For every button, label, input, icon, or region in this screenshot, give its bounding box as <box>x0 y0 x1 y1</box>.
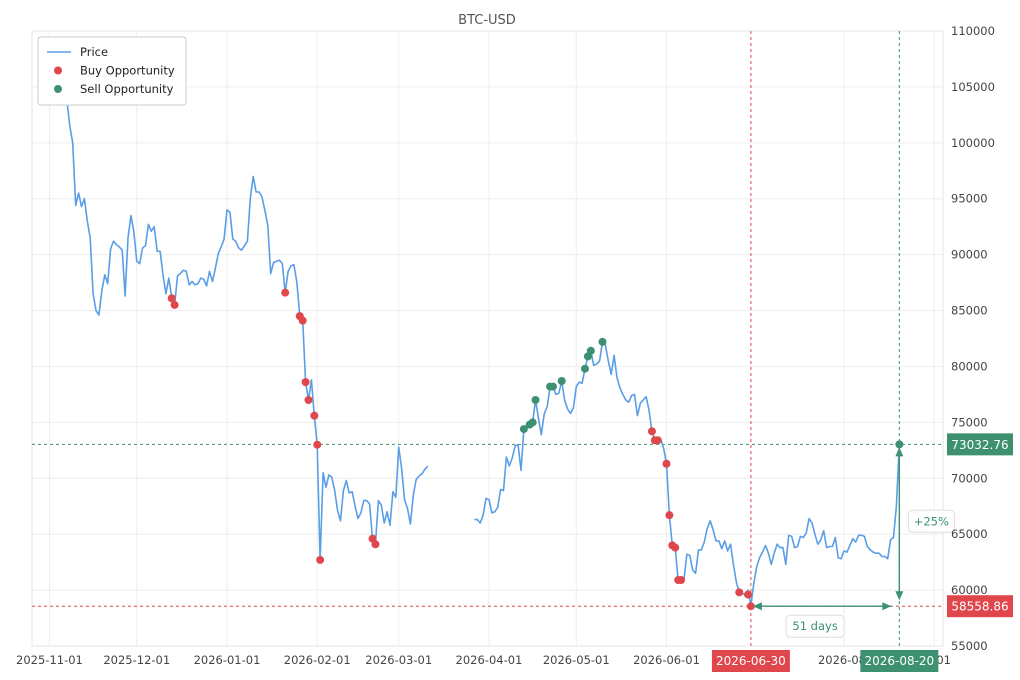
y-tick-label: 80000 <box>951 359 988 373</box>
buy-marker <box>677 576 686 585</box>
sell-marker <box>531 396 540 404</box>
price-line <box>63 81 429 561</box>
y-tick-label: 100000 <box>951 136 995 150</box>
buy-marker <box>665 511 674 520</box>
y-tick-label: 85000 <box>951 304 988 318</box>
buy-marker <box>316 555 325 564</box>
y-tick-label: 55000 <box>951 639 988 653</box>
gain-label: +25% <box>914 514 949 528</box>
buy-marker <box>662 459 671 468</box>
sell-marker <box>548 382 557 391</box>
x-tick-label: 2026-05-01 <box>543 653 610 667</box>
sell-date-tag <box>860 650 939 672</box>
x-tick-label: 2026-01-01 <box>194 653 261 667</box>
legend-dot-swatch <box>54 66 62 75</box>
sell-marker <box>586 346 595 355</box>
sell-marker <box>557 376 566 385</box>
buy-marker <box>746 602 755 611</box>
x-tick-label: 2025-12-01 <box>103 653 170 667</box>
buy-level-tag-label: 58558.86 <box>951 600 1008 614</box>
y-tick-label: 75000 <box>951 415 988 429</box>
x-axis-ticks: 2025-11-01 2025-12-01 2026-01-01 2026-02-01… <box>16 653 951 667</box>
buy-marker <box>671 543 680 552</box>
plot-border <box>31 30 944 647</box>
y-tick-label: 90000 <box>951 248 988 262</box>
buy-marker <box>301 378 310 387</box>
buy-marker <box>281 288 290 297</box>
y-tick-label: 70000 <box>951 471 988 485</box>
buy-marker <box>298 316 307 325</box>
legend-box <box>37 36 187 106</box>
duration-label: 51 days <box>792 619 837 633</box>
buy-marker <box>310 411 319 420</box>
buy-markers <box>167 288 755 611</box>
x-tick-label: 2025-11-01 <box>16 653 83 667</box>
y-tick-label: 60000 <box>951 583 988 597</box>
legend-label: Price <box>80 45 108 59</box>
sell-date-tag-label: 2026-08-20 <box>864 654 934 668</box>
y-tick-label: 65000 <box>951 527 988 541</box>
y-axis-ticks: 55000 60000 65000 70000 75000 80000 85000 90000… <box>951 24 995 653</box>
sell-marker <box>519 425 528 434</box>
buy-marker <box>653 436 662 445</box>
buy-marker <box>735 588 744 597</box>
sell-marker <box>581 364 590 373</box>
price-series <box>63 81 901 607</box>
x-tick-label: 2026-04-01 <box>456 653 523 667</box>
buy-marker <box>371 540 380 549</box>
duration-label-box <box>785 614 845 638</box>
sell-level-tag <box>947 433 1013 456</box>
gain-arrow-top-head <box>895 447 904 457</box>
y-tick-label: 110000 <box>951 24 995 38</box>
x-tick-label: 2026-02-01 <box>284 653 351 667</box>
buy-marker <box>313 440 322 449</box>
duration-arrow-right-head <box>882 602 892 611</box>
y-tick-label: 95000 <box>951 192 988 206</box>
sell-marker <box>895 440 904 449</box>
buy-marker <box>743 590 752 599</box>
price-line <box>474 341 901 607</box>
buy-date-tag-label: 2026-06-30 <box>716 654 786 668</box>
buy-level-tag <box>947 595 1013 618</box>
y-tick-label: 105000 <box>951 80 995 94</box>
grid <box>32 30 943 647</box>
legend-label: Sell Opportunity <box>80 82 174 96</box>
legend: Price Buy Opportunity Sell Opportunity <box>37 36 187 106</box>
annotations: +25% 51 days <box>752 447 955 638</box>
plot-frame <box>31 30 944 647</box>
buy-marker <box>170 300 179 309</box>
buy-marker <box>647 427 656 436</box>
buy-marker <box>167 294 176 303</box>
sell-marker <box>528 418 537 427</box>
buy-marker <box>304 396 313 404</box>
sell-markers <box>519 337 904 449</box>
legend-dot-swatch <box>54 85 62 93</box>
x-tick-label: 2026-06-01 <box>633 653 700 667</box>
sell-marker <box>598 337 607 346</box>
buy-date-tag <box>711 650 790 672</box>
legend-label: Buy Opportunity <box>80 64 175 78</box>
sell-level-tag-label: 73032.76 <box>951 438 1008 452</box>
x-tick-label: 2026-03-01 <box>365 653 432 667</box>
gain-label-box <box>907 509 955 533</box>
duration-arrow-left-head <box>752 602 762 611</box>
x-tick-label: 2026-08- <box>818 653 870 667</box>
axis-tags: 73032.76 58558.86 2026-06-30 2026-08-20 <box>711 433 1013 672</box>
chart-title: BTC-USD <box>458 13 516 28</box>
gain-arrow-bottom-head <box>895 591 904 601</box>
